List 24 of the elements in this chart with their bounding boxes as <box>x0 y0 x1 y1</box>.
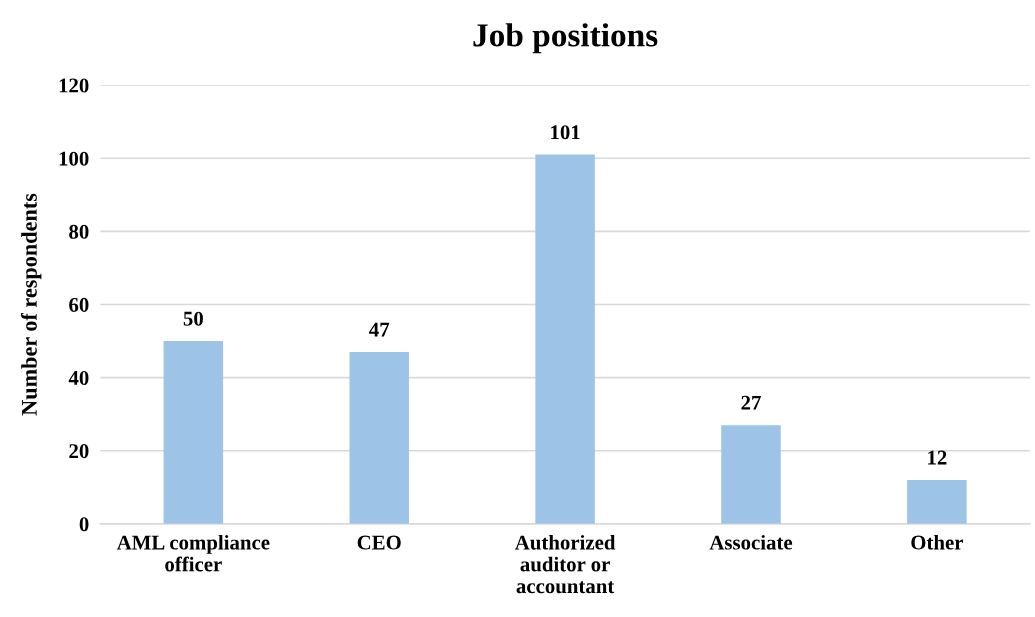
data-label: 101 <box>551 125 580 140</box>
y-tick-label: 80 <box>69 224 89 239</box>
x-tick-label: Other <box>911 534 964 550</box>
bar <box>349 352 409 524</box>
data-label: 27 <box>741 395 761 410</box>
bar <box>535 154 595 524</box>
y-tick-label: 60 <box>69 297 89 312</box>
y-tick-label: 100 <box>59 151 89 166</box>
chart-title: Job positions <box>473 23 658 54</box>
x-tick-label: Authorized auditor or accountant <box>514 534 616 594</box>
bar <box>907 479 967 524</box>
data-label: 50 <box>183 311 203 326</box>
data-label: 12 <box>928 450 947 465</box>
y-axis-title: Number of respondents <box>20 193 42 416</box>
y-tick-label: 20 <box>69 444 89 459</box>
y-tick-label: 40 <box>68 370 89 386</box>
data-label: 47 <box>369 322 390 337</box>
x-tick-label: CEO <box>357 535 401 550</box>
y-tick-label: 0 <box>79 517 89 532</box>
bar <box>721 425 781 524</box>
y-tick-label: 120 <box>59 78 89 93</box>
x-tick-label: AML compliance officer <box>116 534 270 572</box>
bar <box>163 341 224 524</box>
x-tick-label: Associate <box>709 534 793 550</box>
